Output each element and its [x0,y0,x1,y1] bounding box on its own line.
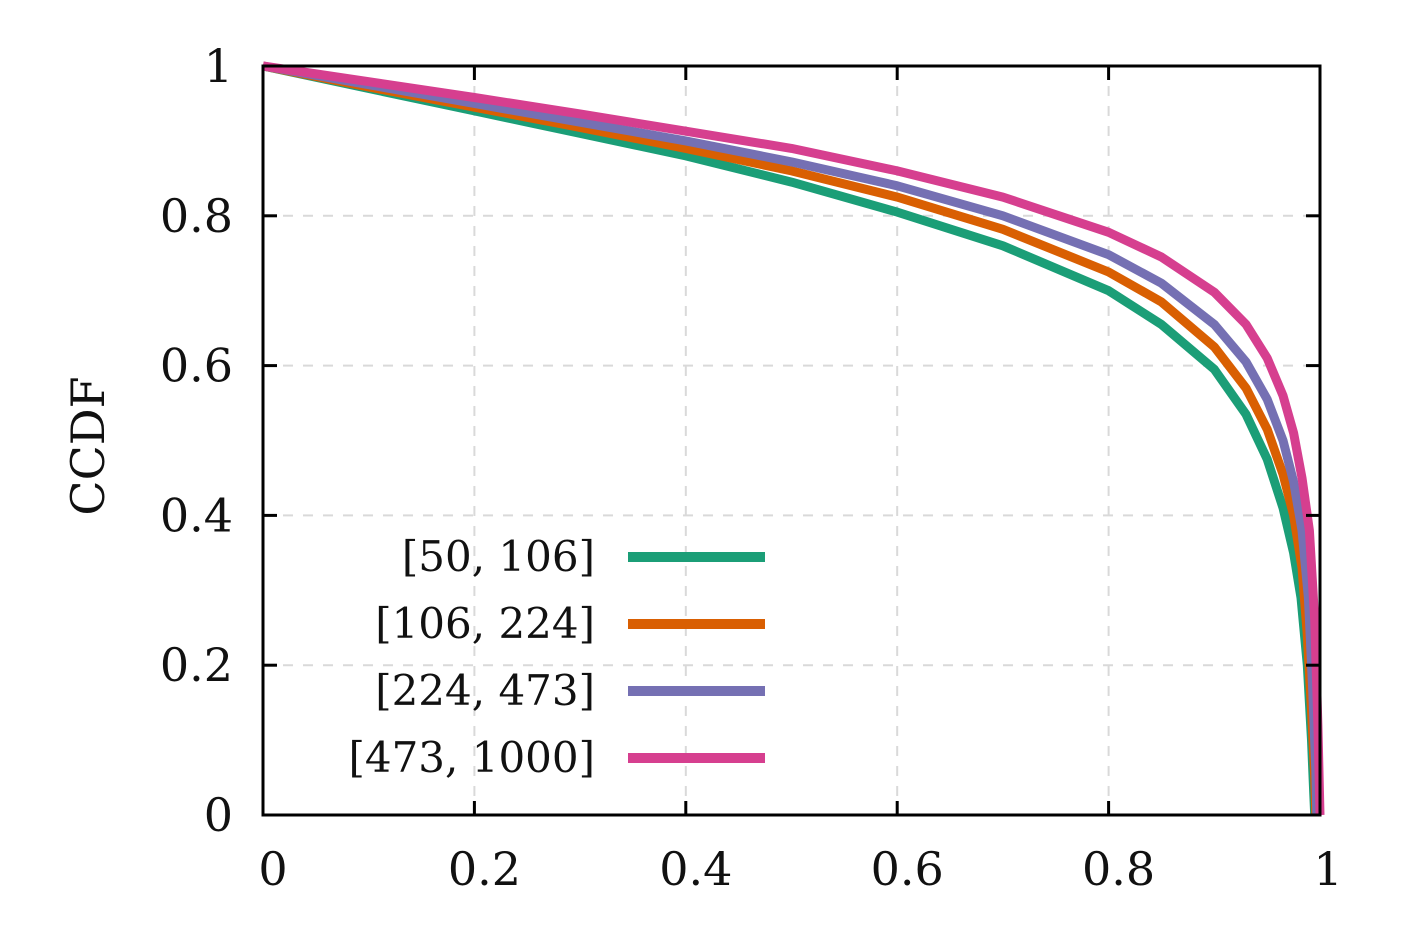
x-tick-label: 0 [258,842,287,896]
legend-label: [50, 106] [402,532,595,581]
y-tick-label: 0.6 [160,339,233,393]
y-axis-tick-labels: 0 0.2 0.4 0.6 0.8 1 [160,39,233,842]
x-tick-label: 0.4 [659,842,732,896]
x-axis-tick-labels: 0 0.2 0.4 0.6 0.8 1 [258,842,1342,896]
y-tick-label: 0.4 [160,488,233,542]
y-axis-title: CCDF [61,376,115,515]
x-tick-label: 0.2 [448,842,521,896]
legend-label: [106, 224] [375,599,595,648]
series-line-4 [262,61,1325,816]
legend-label: [473, 1000] [348,733,595,782]
y-tick-label: 0.2 [160,638,233,692]
y-tick-label: 0.8 [160,189,233,243]
x-tick-label: 0.6 [871,842,944,896]
axis-ticks [261,64,1322,817]
legend-label: [224, 473] [375,666,595,715]
x-tick-label: 0.8 [1082,842,1155,896]
series-lines [262,61,1325,816]
y-tick-label: 1 [204,39,233,93]
y-tick-label: 0 [204,788,233,842]
legend: [50, 106] [106, 224] [224, 473] [473, 1000] [348,532,765,782]
series-line-3 [262,61,1322,816]
plot-frame [261,64,1322,817]
x-tick-label: 1 [1313,842,1342,896]
